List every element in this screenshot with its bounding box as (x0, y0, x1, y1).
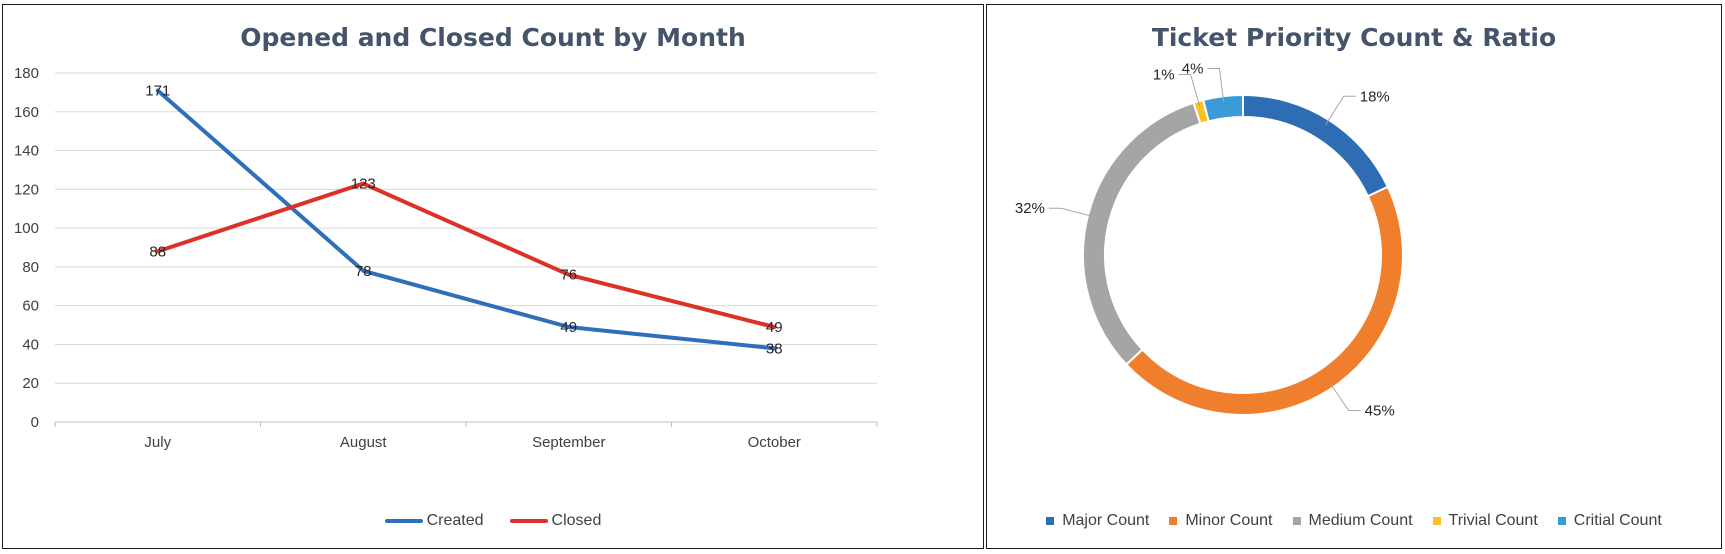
line-chart-panel: Opened and Closed Count by Month 0 20 40 60… (2, 4, 984, 549)
y-tick-label: 60 (22, 298, 39, 315)
legend-swatch (1046, 517, 1055, 525)
y-tick-label: 160 (14, 104, 39, 121)
legend-label: Closed (551, 512, 602, 529)
data-label: 78 (355, 263, 372, 280)
y-tick-label: 140 (14, 143, 39, 160)
donut-slice-minor-count (1124, 185, 1404, 416)
legend-item: Created (384, 512, 484, 530)
donut-chart-legend: Major Count Minor Count Medium Count Trivia… (987, 512, 1721, 530)
legend-label: Trivial Count (1448, 512, 1538, 529)
legend-item: Closed (509, 512, 602, 530)
legend-swatch (1292, 517, 1301, 525)
donut-chart-title: Ticket Priority Count & Ratio (1151, 23, 1557, 52)
donut-slice-critial-count (1201, 93, 1244, 123)
data-label: 171 (145, 82, 170, 99)
slice-label: 1% (1153, 66, 1175, 83)
data-label: 76 (560, 267, 577, 284)
donut-slice-medium-count (1082, 101, 1202, 366)
data-label: 49 (766, 319, 783, 336)
legend-label: Medium Count (1308, 512, 1413, 529)
legend-item: Major Count (1046, 512, 1149, 530)
line-chart-plot: 0 20 40 60 80 100 120 140 160 180 July August Septem… (14, 65, 878, 451)
slice-label: 45% (1365, 402, 1395, 419)
series-line-created (155, 88, 777, 351)
series-line-closed (155, 181, 777, 329)
legend-label: Major Count (1062, 512, 1150, 529)
x-tick-label: September (532, 434, 605, 451)
y-tick-label: 180 (14, 65, 39, 82)
donut-chart-plot: 18% 45% 32% 1% 4% (1015, 60, 1404, 419)
legend-swatch (1432, 517, 1441, 525)
legend-swatch (1169, 517, 1178, 525)
leader-line (1178, 73, 1201, 108)
leader-line (1207, 67, 1225, 103)
leader-line (1325, 95, 1356, 126)
x-tick-label: August (340, 434, 388, 451)
legend-item: Critial Count (1557, 512, 1662, 530)
data-label: 123 (351, 176, 376, 193)
line-chart-legend: Created Closed (3, 512, 983, 530)
data-label: 49 (560, 319, 577, 336)
data-label: 88 (149, 243, 166, 260)
y-tick-label: 80 (22, 259, 39, 276)
legend-swatch (384, 519, 423, 523)
legend-item: Minor Count (1169, 512, 1273, 530)
line-chart-title: Opened and Closed Count by Month (240, 23, 746, 52)
legend-label: Critial Count (1573, 512, 1662, 529)
y-tick-label: 0 (31, 414, 39, 431)
donut-chart-panel: Ticket Priority Count & Ratio 18% 45% 32% 1… (986, 4, 1722, 549)
x-tick-label: July (144, 434, 171, 451)
legend-item: Medium Count (1292, 512, 1413, 530)
y-tick-label: 120 (14, 181, 39, 198)
y-tick-label: 20 (22, 375, 39, 392)
slice-label: 4% (1182, 60, 1204, 77)
leader-line (1329, 382, 1361, 411)
donut-slice-major-count (1242, 93, 1390, 198)
slice-label: 32% (1015, 200, 1045, 217)
legend-item: Trivial Count (1432, 512, 1538, 530)
x-tick-label: October (748, 434, 801, 451)
y-tick-label: 40 (22, 336, 39, 353)
legend-label: Created (426, 512, 484, 529)
slice-label: 18% (1360, 88, 1390, 105)
y-tick-label: 100 (14, 220, 39, 237)
legend-label: Minor Count (1185, 512, 1273, 529)
data-label: 38 (766, 340, 783, 357)
legend-swatch (509, 519, 548, 523)
legend-swatch (1557, 517, 1566, 525)
leader-line (1048, 207, 1094, 218)
